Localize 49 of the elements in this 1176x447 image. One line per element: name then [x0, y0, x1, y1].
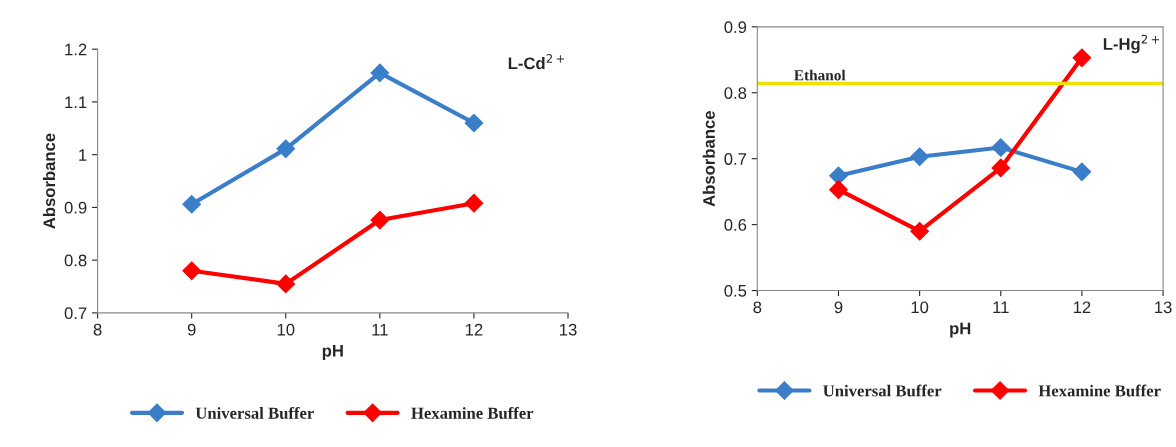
point	[276, 139, 296, 159]
point	[276, 274, 296, 294]
y-tick-label: 0.9	[64, 201, 87, 214]
y-tick-label: 0.8	[724, 87, 747, 99]
x-tick-label: 11	[993, 301, 1009, 314]
annotation: L-Cd$^{2+}$	[508, 53, 565, 70]
y-axis-title: Absorbance	[42, 133, 56, 229]
x-tick-label: 12	[1073, 301, 1091, 314]
y-tick-label: 0.7	[724, 153, 747, 165]
legend-label: Universal Buffer	[195, 406, 314, 419]
x-axis-title: pH	[950, 322, 971, 338]
point	[991, 158, 1011, 178]
y-tick-label: 1	[79, 149, 87, 161]
legend-label: Hexamine Buffer	[411, 406, 534, 419]
point	[370, 63, 390, 83]
x-tick-label: 13	[1155, 301, 1172, 314]
x-tick-label: 9	[187, 323, 196, 336]
x-tick-label: 8	[93, 323, 102, 336]
point	[910, 147, 929, 167]
x-tick-label: 11	[372, 323, 388, 336]
x-tick-label: 10	[277, 323, 295, 336]
y-tick-label: 1.1	[65, 96, 87, 108]
legend-label: Hexamine Buffer	[1038, 384, 1161, 397]
point	[464, 193, 484, 213]
point	[1072, 162, 1092, 182]
point	[829, 180, 848, 200]
point	[182, 261, 202, 281]
y-axis-title: Absorbance	[702, 111, 715, 207]
point	[182, 194, 202, 214]
annotation: L-Hg$^{2+}$	[1103, 34, 1160, 54]
y-tick-label: 0.6	[724, 219, 747, 231]
x-tick-label: 10	[911, 301, 929, 314]
ref-line-label: Ethanol	[794, 69, 846, 81]
point	[910, 221, 929, 241]
x-tick-label: 9	[834, 301, 843, 314]
x-axis-title: pH	[322, 345, 343, 360]
y-tick-label: 0.8	[64, 254, 87, 267]
legend-label: Universal Buffer	[823, 384, 942, 397]
point	[370, 210, 390, 230]
x-tick-label: 13	[560, 323, 577, 336]
y-tick-label: 0.5	[724, 284, 747, 297]
point	[1072, 48, 1092, 68]
x-tick-label: 8	[753, 301, 762, 314]
point	[991, 138, 1011, 157]
y-tick-label: 0.7	[64, 307, 87, 320]
y-tick-label: 0.9	[724, 21, 747, 34]
y-tick-label: 1.2	[65, 43, 87, 56]
point	[464, 113, 484, 133]
x-tick-label: 12	[465, 323, 483, 336]
